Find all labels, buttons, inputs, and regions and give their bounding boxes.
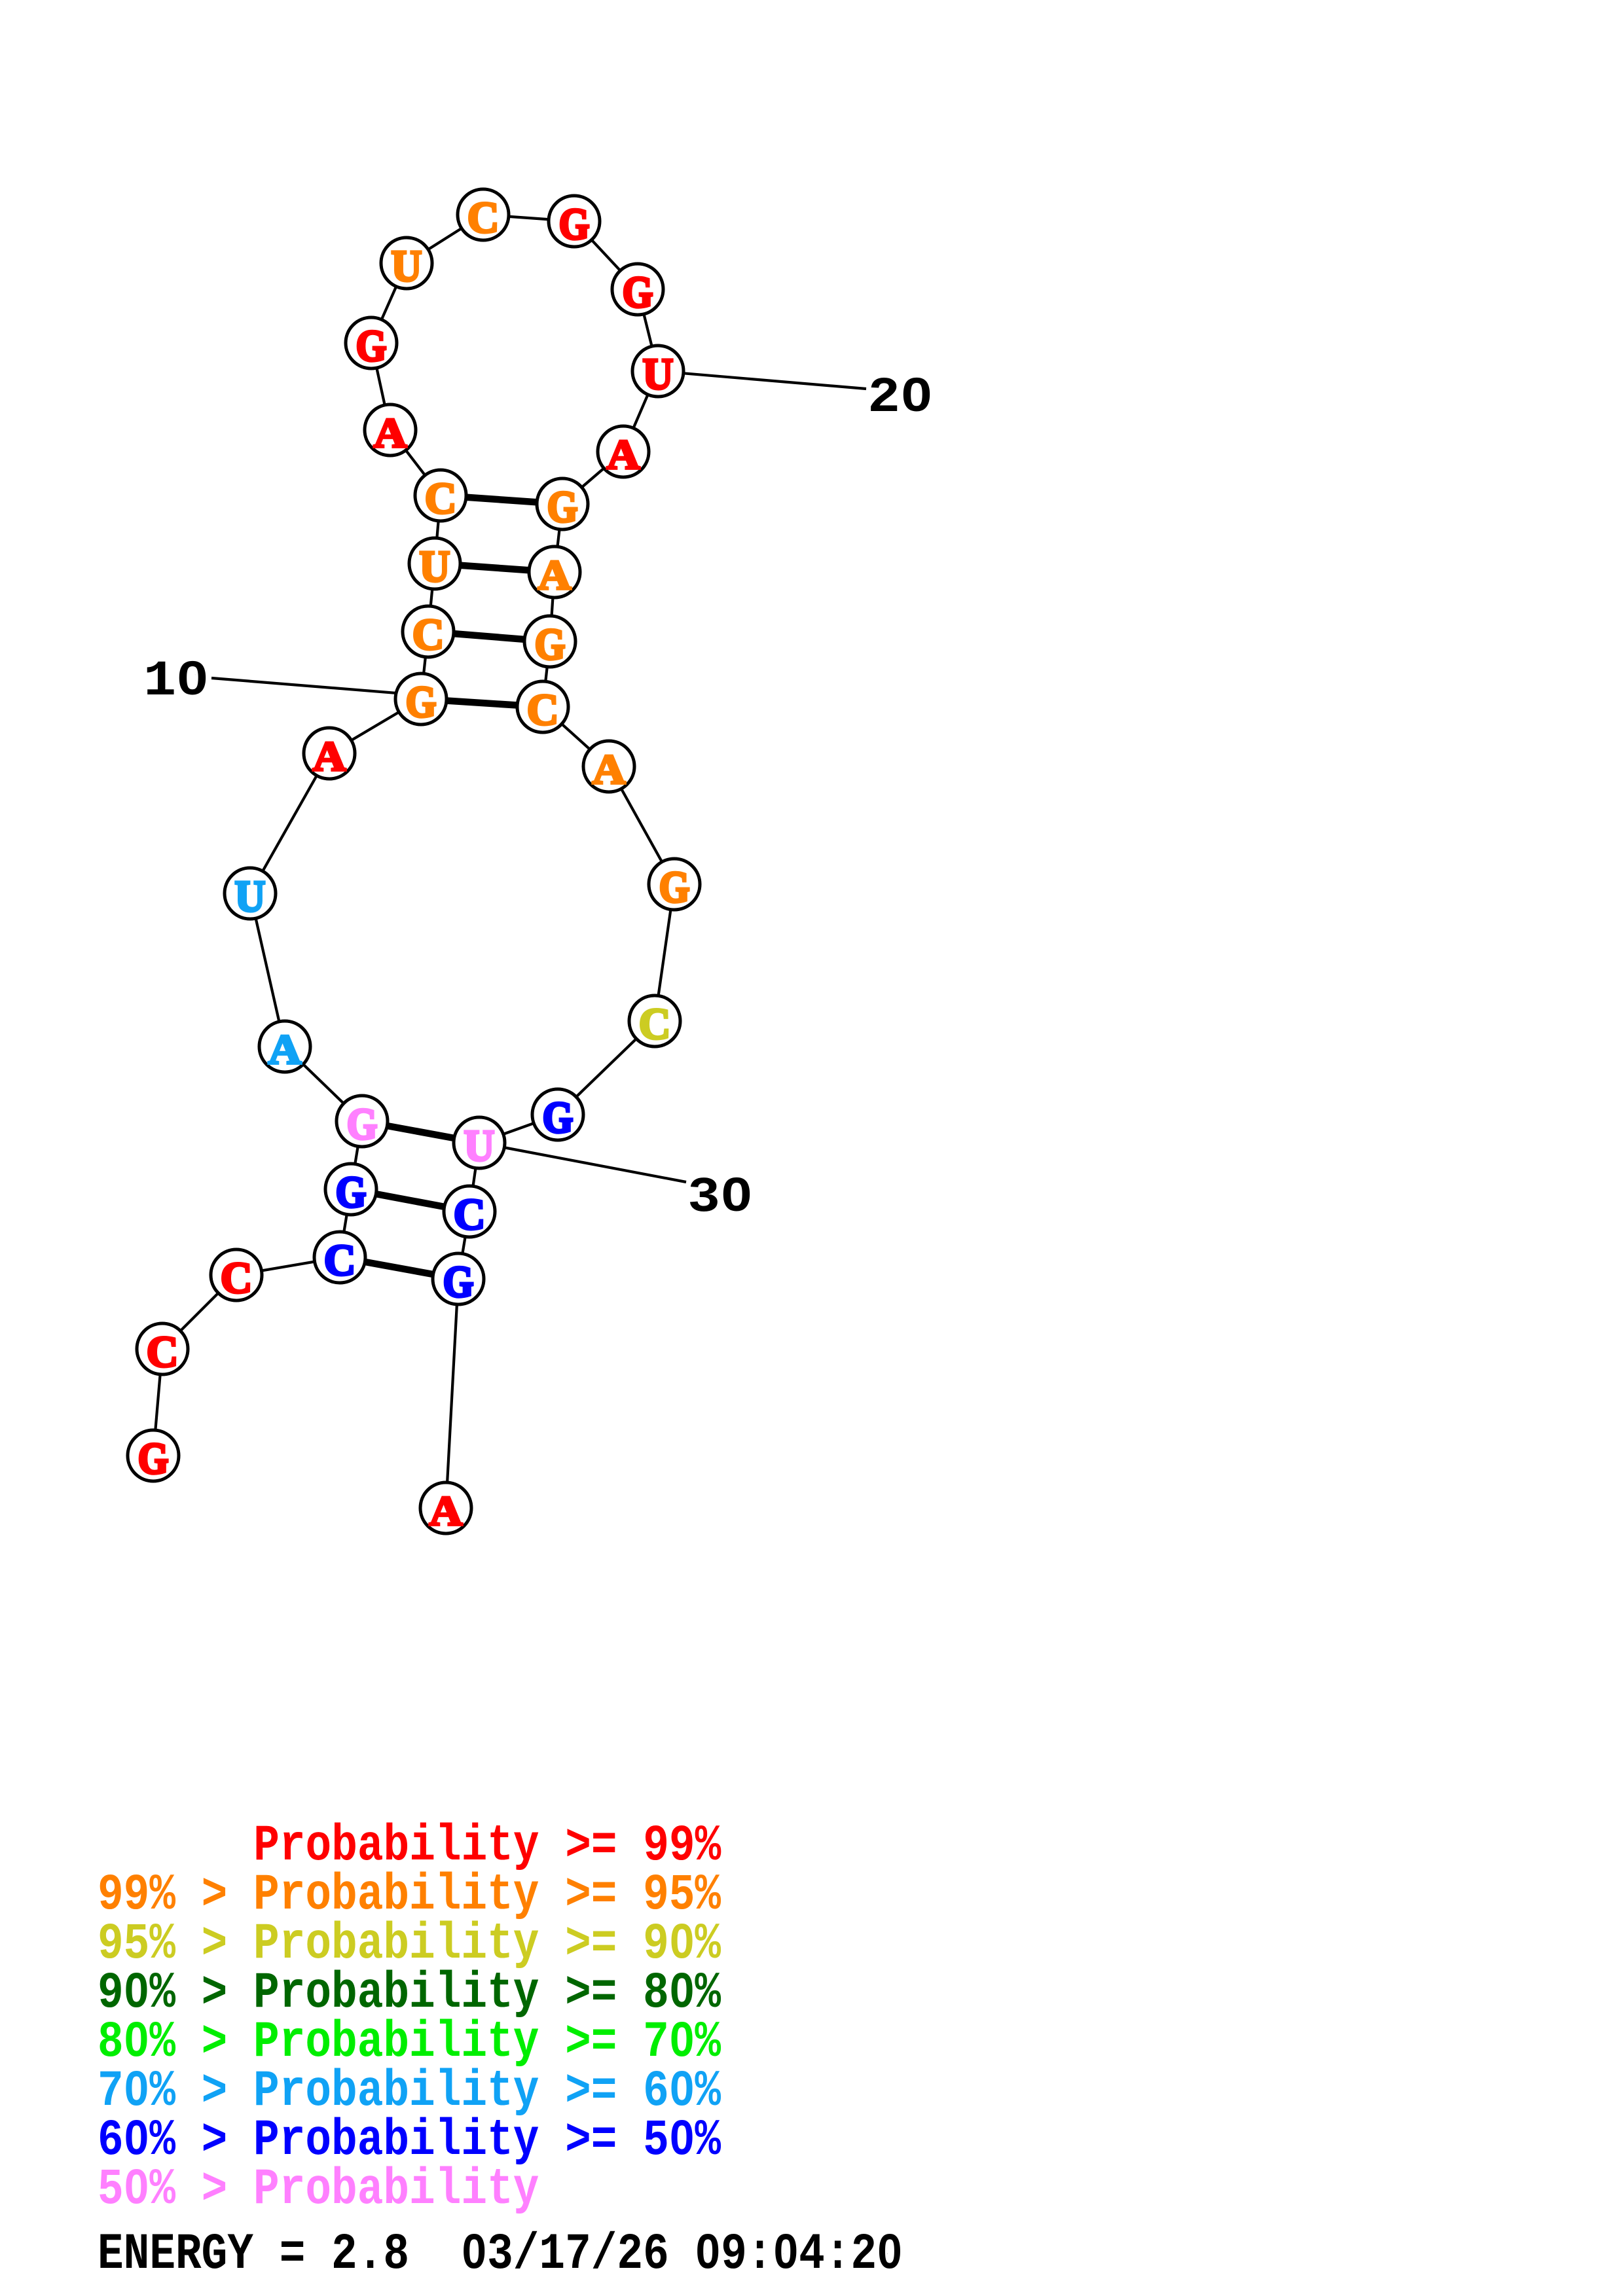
svg-text:U: U: [643, 350, 674, 399]
svg-text:90% > Probability >= 80%: 90% > Probability >= 80%: [98, 1964, 721, 2022]
svg-text:50% > Probability: 50% > Probability: [98, 2161, 539, 2218]
svg-text:80% > Probability >= 70%: 80% > Probability >= 70%: [98, 2013, 721, 2071]
svg-text:G: G: [543, 1092, 574, 1141]
svg-text:G: G: [347, 1099, 378, 1148]
svg-text:C: C: [467, 193, 500, 242]
svg-text:10: 10: [143, 653, 209, 709]
svg-text:30: 30: [687, 1170, 753, 1226]
svg-text:Probability >= 99%: Probability >= 99%: [253, 1817, 721, 1874]
svg-text:C: C: [454, 1190, 486, 1239]
svg-text:A: A: [607, 431, 640, 478]
svg-text:C: C: [425, 474, 457, 523]
svg-text:G: G: [659, 862, 690, 911]
svg-text:G: G: [547, 482, 578, 531]
svg-text:G: G: [406, 677, 437, 726]
svg-text:A: A: [313, 733, 346, 780]
svg-text:G: G: [138, 1433, 169, 1482]
svg-text:U: U: [392, 242, 422, 291]
svg-text:20: 20: [867, 370, 933, 426]
svg-text:95% > Probability >= 90%: 95% > Probability >= 90%: [98, 1915, 721, 1973]
svg-text:G: G: [443, 1257, 474, 1306]
svg-text:99% > Probability >= 95%: 99% > Probability >= 95%: [98, 1866, 721, 1924]
svg-text:C: C: [324, 1236, 356, 1285]
svg-text:G: G: [336, 1167, 367, 1216]
svg-text:C: C: [412, 610, 445, 659]
svg-text:A: A: [593, 746, 626, 793]
svg-text:U: U: [235, 872, 266, 922]
svg-text:U: U: [420, 543, 450, 592]
svg-text:G: G: [535, 619, 566, 668]
svg-text:A: A: [538, 552, 572, 599]
svg-text:G: G: [356, 321, 387, 370]
svg-text:U: U: [464, 1122, 495, 1171]
svg-text:ENERGY = 2.8 03/17/26 09:04:2: ENERGY = 2.8 03/17/26 09:04:20: [98, 2225, 903, 2283]
svg-text:C: C: [527, 685, 559, 734]
svg-text:A: A: [268, 1026, 302, 1073]
svg-text:G: G: [559, 199, 590, 248]
svg-text:60% > Probability >= 50%: 60% > Probability >= 50%: [98, 2111, 721, 2169]
svg-text:A: A: [429, 1488, 463, 1535]
svg-text:C: C: [221, 1253, 253, 1302]
svg-text:A: A: [374, 410, 407, 457]
svg-text:70% > Probability >= 60%: 70% > Probability >= 60%: [98, 2062, 721, 2120]
svg-text:G: G: [623, 267, 653, 316]
svg-text:C: C: [147, 1327, 179, 1376]
svg-text:C: C: [639, 999, 671, 1049]
